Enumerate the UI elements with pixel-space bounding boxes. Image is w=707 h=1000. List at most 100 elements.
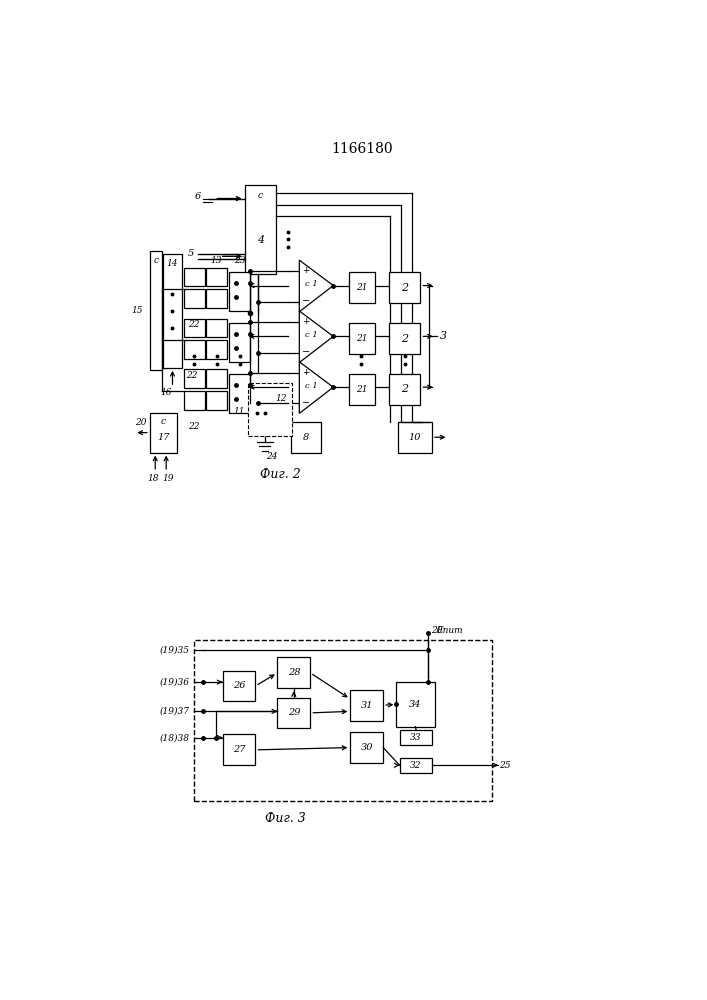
- Text: (19)35: (19)35: [159, 645, 189, 654]
- Bar: [194, 640, 492, 801]
- Text: Фиг. 3: Фиг. 3: [265, 812, 306, 825]
- Bar: [349, 374, 375, 405]
- Bar: [397, 682, 435, 727]
- Text: 22: 22: [186, 371, 197, 380]
- Bar: [399, 730, 433, 745]
- Bar: [206, 391, 227, 410]
- Bar: [260, 393, 269, 430]
- Text: c: c: [258, 191, 263, 200]
- Text: 11: 11: [233, 407, 245, 416]
- Text: 23: 23: [234, 256, 245, 265]
- Text: 26: 26: [233, 681, 245, 690]
- Bar: [389, 323, 421, 354]
- Bar: [248, 383, 292, 436]
- Bar: [399, 758, 433, 773]
- Bar: [206, 268, 227, 286]
- Bar: [206, 369, 227, 388]
- Bar: [206, 289, 227, 308]
- Text: 2: 2: [401, 283, 408, 293]
- Bar: [251, 393, 259, 430]
- Bar: [184, 289, 204, 308]
- Bar: [229, 272, 250, 311]
- Text: 2: 2: [401, 334, 408, 344]
- Text: 22: 22: [188, 320, 200, 329]
- Bar: [150, 413, 177, 453]
- Text: 16: 16: [160, 388, 172, 397]
- Text: (19)37: (19)37: [159, 707, 189, 716]
- Text: 25: 25: [499, 761, 510, 770]
- Bar: [349, 323, 375, 354]
- Text: 29: 29: [288, 708, 300, 717]
- Bar: [223, 734, 255, 765]
- Bar: [277, 657, 310, 688]
- Text: 12: 12: [276, 394, 287, 403]
- Text: 22: 22: [188, 422, 200, 431]
- Text: c 1: c 1: [305, 280, 317, 288]
- Text: 32: 32: [410, 761, 422, 770]
- Text: c 1: c 1: [305, 382, 317, 390]
- Bar: [350, 690, 383, 721]
- Text: c 1: c 1: [305, 331, 317, 339]
- Bar: [277, 698, 310, 728]
- Text: 21: 21: [356, 283, 368, 292]
- Bar: [184, 369, 204, 388]
- Text: 30: 30: [361, 743, 373, 752]
- Bar: [184, 340, 204, 359]
- Text: 18: 18: [148, 474, 159, 483]
- Text: 6: 6: [194, 192, 201, 201]
- Bar: [349, 272, 375, 303]
- Bar: [270, 393, 278, 430]
- Text: 13: 13: [211, 256, 222, 265]
- Bar: [398, 422, 432, 453]
- Text: −: −: [302, 348, 310, 357]
- Text: 31: 31: [361, 701, 373, 710]
- Text: c: c: [161, 417, 166, 426]
- Text: +: +: [302, 317, 310, 326]
- Bar: [229, 374, 250, 413]
- Bar: [163, 254, 182, 368]
- Text: 8: 8: [303, 433, 309, 442]
- Text: 14: 14: [167, 259, 178, 268]
- Text: 27: 27: [233, 745, 245, 754]
- Bar: [206, 319, 227, 337]
- Text: (18)38: (18)38: [159, 733, 189, 742]
- Text: 21: 21: [356, 385, 368, 394]
- Text: 5: 5: [188, 249, 194, 258]
- Bar: [389, 272, 421, 303]
- Text: 2: 2: [401, 384, 408, 394]
- Text: 20: 20: [135, 418, 147, 427]
- Text: −: −: [302, 399, 310, 408]
- Bar: [229, 323, 250, 362]
- Text: 34: 34: [409, 700, 422, 709]
- Text: 1166180: 1166180: [332, 142, 393, 156]
- Text: 19: 19: [162, 474, 174, 483]
- Text: 33: 33: [410, 733, 422, 742]
- Bar: [274, 389, 289, 422]
- Text: 10: 10: [409, 433, 421, 442]
- Text: (19)36: (19)36: [159, 678, 189, 687]
- Bar: [184, 268, 204, 286]
- Bar: [291, 422, 321, 453]
- Text: 3: 3: [440, 331, 447, 341]
- Text: c: c: [153, 256, 158, 265]
- Bar: [245, 185, 276, 274]
- Bar: [150, 251, 162, 370]
- Bar: [184, 319, 204, 337]
- Bar: [389, 374, 421, 405]
- Bar: [350, 732, 383, 763]
- Text: −: −: [302, 297, 310, 306]
- Text: 28: 28: [288, 668, 300, 677]
- Text: 24: 24: [266, 452, 277, 461]
- Text: 17: 17: [157, 433, 170, 442]
- Text: +: +: [302, 368, 310, 377]
- Text: +: +: [302, 266, 310, 275]
- Text: Фиг. 2: Фиг. 2: [259, 468, 300, 481]
- Bar: [206, 340, 227, 359]
- Text: 21: 21: [356, 334, 368, 343]
- Bar: [184, 391, 204, 410]
- Text: Eпит: Eпит: [436, 626, 462, 635]
- Text: 20: 20: [431, 626, 443, 635]
- Text: 4: 4: [257, 235, 264, 245]
- Bar: [223, 671, 255, 701]
- Text: 15: 15: [132, 306, 144, 315]
